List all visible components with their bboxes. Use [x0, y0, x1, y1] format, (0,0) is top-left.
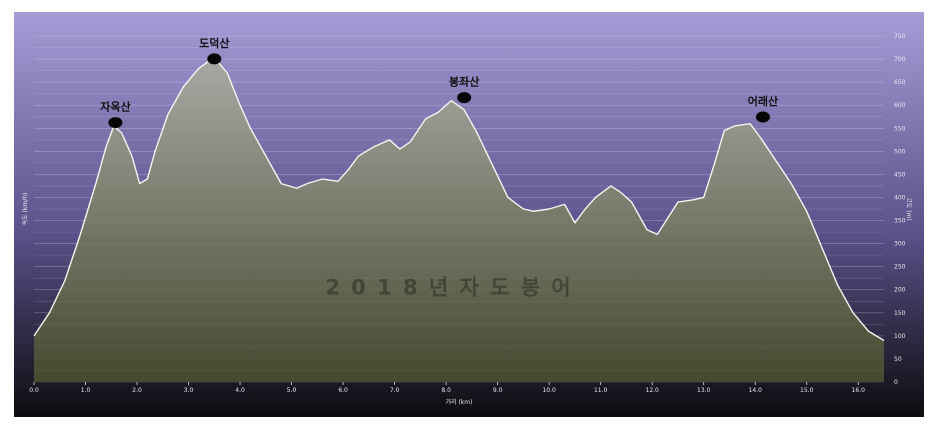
x-axis-ticks: 0.0 1.0 2.0 3.0 4.0 5.0 6.0 7.0 8.0 9.0 10.0 11.0 12… [29, 382, 865, 394]
y-tick-label: 250 [894, 264, 906, 271]
y-tick-label: 450 [894, 171, 906, 178]
x-axis-label: 거리 (km) [446, 398, 473, 406]
peak-label: 봉좌산 [449, 75, 479, 89]
x-tick-label: 3.0 [184, 387, 194, 394]
y-tick-label: 350 [894, 218, 906, 225]
x-tick-label: 6.0 [338, 387, 348, 394]
x-tick-label: 12.0 [646, 387, 660, 394]
peak-marker [755, 111, 770, 123]
y-tick-label: 50 [894, 356, 902, 363]
y-tick-label: 300 [894, 241, 906, 248]
y-axis-ticks: 0 50 100 150 200 250 300 350 400 450 500 550 600 650 7… [894, 33, 906, 386]
x-tick-label: 10.0 [542, 387, 556, 394]
y-tick-label: 700 [894, 56, 906, 63]
x-tick-label: 11.0 [594, 387, 608, 394]
x-tick-label: 14.0 [749, 387, 763, 394]
peak-marker [457, 92, 472, 104]
y-tick-label: 550 [894, 125, 906, 132]
peak-label: 어래산 [748, 94, 778, 108]
watermark-text: 2 0 1 8 년 자 도 봉 어 [325, 275, 573, 299]
x-tick-label: 15.0 [800, 387, 814, 394]
y-tick-label: 400 [894, 194, 906, 201]
y-tick-label: 750 [894, 33, 906, 40]
y-axis-label-right: 고도 (m) [905, 197, 912, 220]
y-axis-label-left: 속도 (km/h) [21, 193, 29, 226]
elevation-line [33, 58, 885, 342]
x-tick-label: 4.0 [235, 387, 245, 394]
y-tick-label: 0 [894, 379, 898, 386]
x-tick-label: 16.0 [852, 387, 866, 394]
x-tick-label: 5.0 [287, 387, 297, 394]
x-tick-label: 7.0 [390, 387, 400, 394]
x-tick-label: 13.0 [697, 387, 711, 394]
y-tick-label: 600 [894, 102, 906, 109]
y-tick-label: 500 [894, 148, 906, 155]
peak-marker [207, 53, 222, 65]
x-tick-label: 8.0 [441, 387, 451, 394]
y-tick-label: 150 [894, 310, 906, 317]
peak-marker [108, 117, 123, 129]
y-tick-label: 650 [894, 79, 906, 86]
peak-label: 도덕산 [199, 36, 229, 50]
y-tick-label: 100 [894, 333, 906, 340]
y-tick-label: 200 [894, 287, 906, 294]
x-tick-label: 1.0 [81, 387, 91, 394]
x-tick-label: 9.0 [493, 387, 503, 394]
x-tick-label: 2.0 [132, 387, 142, 394]
elevation-area [33, 47, 885, 383]
elevation-fill [34, 59, 884, 383]
x-tick-label: 0.0 [29, 387, 39, 394]
peak-label: 자옥산 [100, 100, 130, 114]
